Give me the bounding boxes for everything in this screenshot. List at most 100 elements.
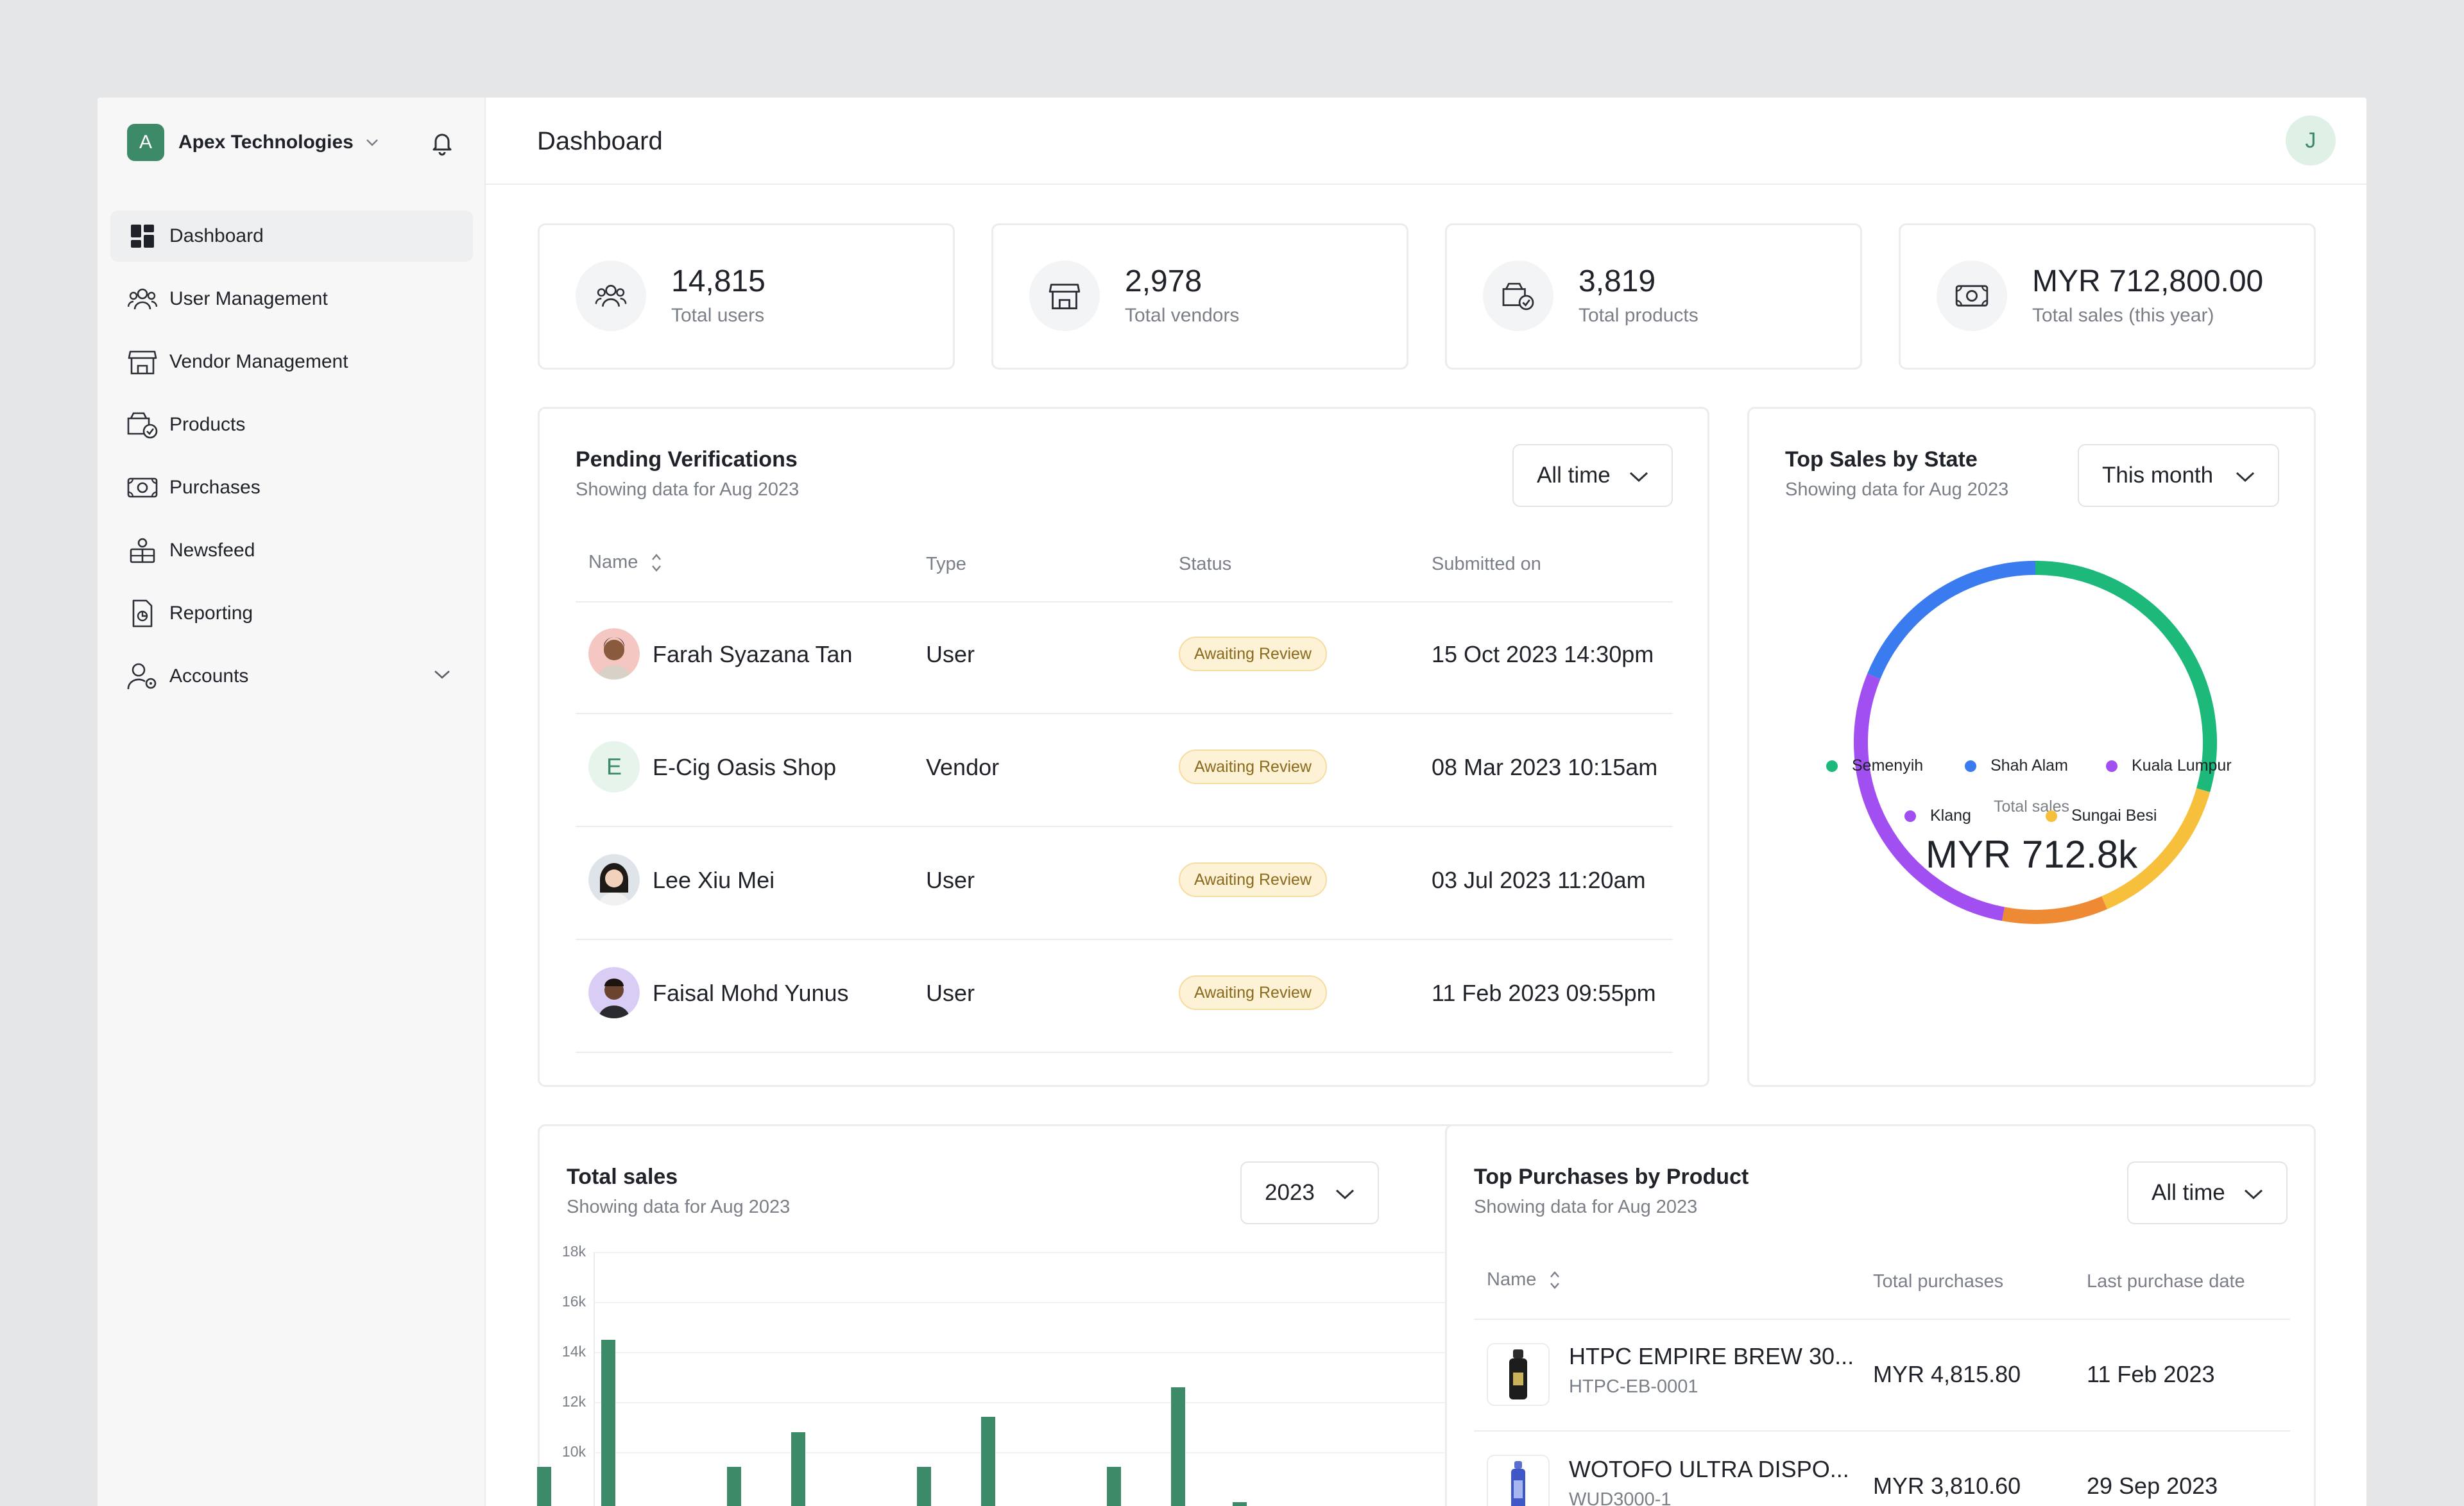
bar[interactable]: [1171, 1387, 1185, 1506]
legend-label: Shah Alam: [1990, 757, 2068, 774]
sidebar-item-user-management[interactable]: User Management: [110, 273, 473, 325]
legend-label: Semenyih: [1852, 757, 1924, 774]
card-title: Total sales: [567, 1165, 678, 1189]
chevron-down-icon: [2236, 472, 2255, 483]
dropdown-value: All time: [2152, 1180, 2225, 1205]
org-switcher[interactable]: A Apex Technologies: [127, 122, 379, 163]
stat-label: Total vendors: [1125, 305, 1240, 326]
time-filter-dropdown[interactable]: All time: [1512, 444, 1673, 507]
top-sales-by-state-card: Top Sales by State Showing data for Aug …: [1747, 407, 2316, 1087]
sidebar-item-dashboard[interactable]: Dashboard: [110, 210, 473, 262]
org-logo: A: [127, 124, 164, 161]
product-total: MYR 3,810.60: [1873, 1473, 2021, 1499]
sidebar-item-label: Dashboard: [169, 225, 264, 246]
bar[interactable]: [981, 1417, 995, 1506]
top-purchases-card: Top Purchases by Product Showing data fo…: [1445, 1124, 2316, 1506]
product-name: HTPC EMPIRE BREW 30...: [1569, 1343, 1854, 1369]
pending-row-type: User: [926, 867, 975, 893]
bar[interactable]: [1107, 1467, 1121, 1506]
dropdown-value: This month: [2102, 463, 2214, 488]
card-subtitle: Showing data for Aug 2023: [567, 1197, 791, 1217]
bar[interactable]: [1233, 1502, 1247, 1506]
pending-row-type: Vendor: [926, 754, 1000, 780]
bar[interactable]: [601, 1339, 615, 1506]
sidebar-item-products[interactable]: Products: [110, 399, 473, 450]
report-icon: [127, 598, 158, 629]
sidebar-item-reporting[interactable]: Reporting: [110, 588, 473, 639]
sidebar-item-newsfeed[interactable]: Newsfeed: [110, 525, 473, 576]
legend-dot: [2106, 760, 2118, 772]
sidebar-item-accounts[interactable]: Accounts: [110, 651, 473, 702]
accounts-icon: [127, 661, 158, 692]
pending-verifications-card: Pending Verifications Showing data for A…: [538, 407, 1709, 1087]
newsfeed-icon: [127, 535, 158, 566]
app-window: A Apex Technologies Dashboard User Manag…: [98, 98, 2366, 1506]
gridline: [594, 1352, 1483, 1353]
legend-item: Klang: [1904, 807, 1971, 825]
chevron-down-icon[interactable]: [433, 669, 451, 684]
pending-row-submitted: 08 Mar 2023 10:15am: [1432, 754, 1658, 780]
donut-center-label: Total sales: [1993, 798, 2070, 816]
donut-slice-semenyih[interactable]: [2035, 561, 2217, 792]
sidebar-item-label: Accounts: [169, 665, 249, 687]
status-badge: Awaiting Review: [1179, 749, 1327, 784]
store-icon: [1029, 261, 1100, 331]
chevron-down-icon: [1629, 472, 1648, 483]
bar[interactable]: [917, 1467, 931, 1506]
product-thumbnail: [1487, 1343, 1550, 1406]
products-icon: [1483, 261, 1553, 331]
sidebar-item-label: User Management: [169, 288, 328, 309]
divider: [576, 939, 1673, 940]
legend-dot: [1826, 760, 1838, 772]
column-header-status: Status: [1179, 554, 1232, 574]
card-title: Top Sales by State: [1785, 447, 1978, 472]
bell-icon[interactable]: [427, 127, 458, 158]
time-filter-dropdown[interactable]: All time: [2127, 1161, 2288, 1224]
cash-icon: [1937, 261, 2007, 331]
product-thumbnail: [1487, 1455, 1550, 1506]
donut-slice-sungai-besi[interactable]: [2101, 788, 2211, 909]
avatar: [588, 967, 640, 1018]
donut-slice-klang[interactable]: [1854, 673, 2005, 921]
status-badge: Awaiting Review: [1179, 862, 1327, 897]
bar[interactable]: [791, 1432, 805, 1506]
chevron-down-icon: [1335, 1189, 1355, 1200]
donut-slice-shah-alam[interactable]: [1867, 561, 2036, 680]
gridline: [594, 1452, 1483, 1453]
bar-chart: 18k 16k 14k 12k 10k: [537, 1126, 1507, 1506]
card-subtitle: Showing data for Aug 2023: [1785, 479, 2009, 500]
column-header-name[interactable]: Name: [1487, 1269, 1561, 1291]
sidebar-item-purchases[interactable]: Purchases: [110, 462, 473, 513]
column-header-name[interactable]: Name: [588, 552, 662, 574]
stat-value: 14,815: [671, 264, 766, 298]
pending-row-name: Faisal Mohd Yunus: [653, 980, 849, 1006]
sidebar-item-label: Vendor Management: [169, 351, 348, 372]
year-filter-dropdown[interactable]: 2023: [1240, 1161, 1379, 1224]
bar[interactable]: [537, 1467, 551, 1506]
pending-row-submitted: 03 Jul 2023 11:20am: [1432, 867, 1646, 893]
column-header-date: Last purchase date: [2087, 1271, 2245, 1292]
avatar: [588, 628, 640, 680]
products-icon: [127, 409, 158, 440]
column-label: Name: [1487, 1269, 1537, 1290]
y-tick-label: 18k: [561, 1243, 586, 1260]
sidebar-item-vendor-management[interactable]: Vendor Management: [110, 336, 473, 388]
donut-slice-kuala-lumpur[interactable]: [2002, 896, 2107, 924]
column-header-submitted: Submitted on: [1432, 554, 1541, 574]
sort-icon: [652, 554, 662, 572]
user-avatar[interactable]: J: [2286, 116, 2336, 166]
legend-item: Shah Alam: [1965, 757, 2068, 775]
legend-item: Semenyih: [1826, 757, 1923, 775]
column-label: Name: [588, 552, 638, 572]
product-date: 29 Sep 2023: [2087, 1473, 2218, 1499]
legend-label: Sungai Besi: [2071, 807, 2157, 825]
sidebar-nav: Dashboard User Management Vendor Managem…: [110, 210, 473, 714]
time-filter-dropdown[interactable]: This month: [2078, 444, 2279, 507]
donut-chart: [1854, 561, 2217, 924]
bar[interactable]: [727, 1467, 741, 1506]
legend-item: Kuala Lumpur: [2106, 757, 2232, 775]
gridline: [594, 1402, 1483, 1403]
page-title: Dashboard: [537, 127, 663, 155]
card-subtitle: Showing data for Aug 2023: [1474, 1197, 1698, 1217]
org-name: Apex Technologies: [178, 132, 354, 153]
